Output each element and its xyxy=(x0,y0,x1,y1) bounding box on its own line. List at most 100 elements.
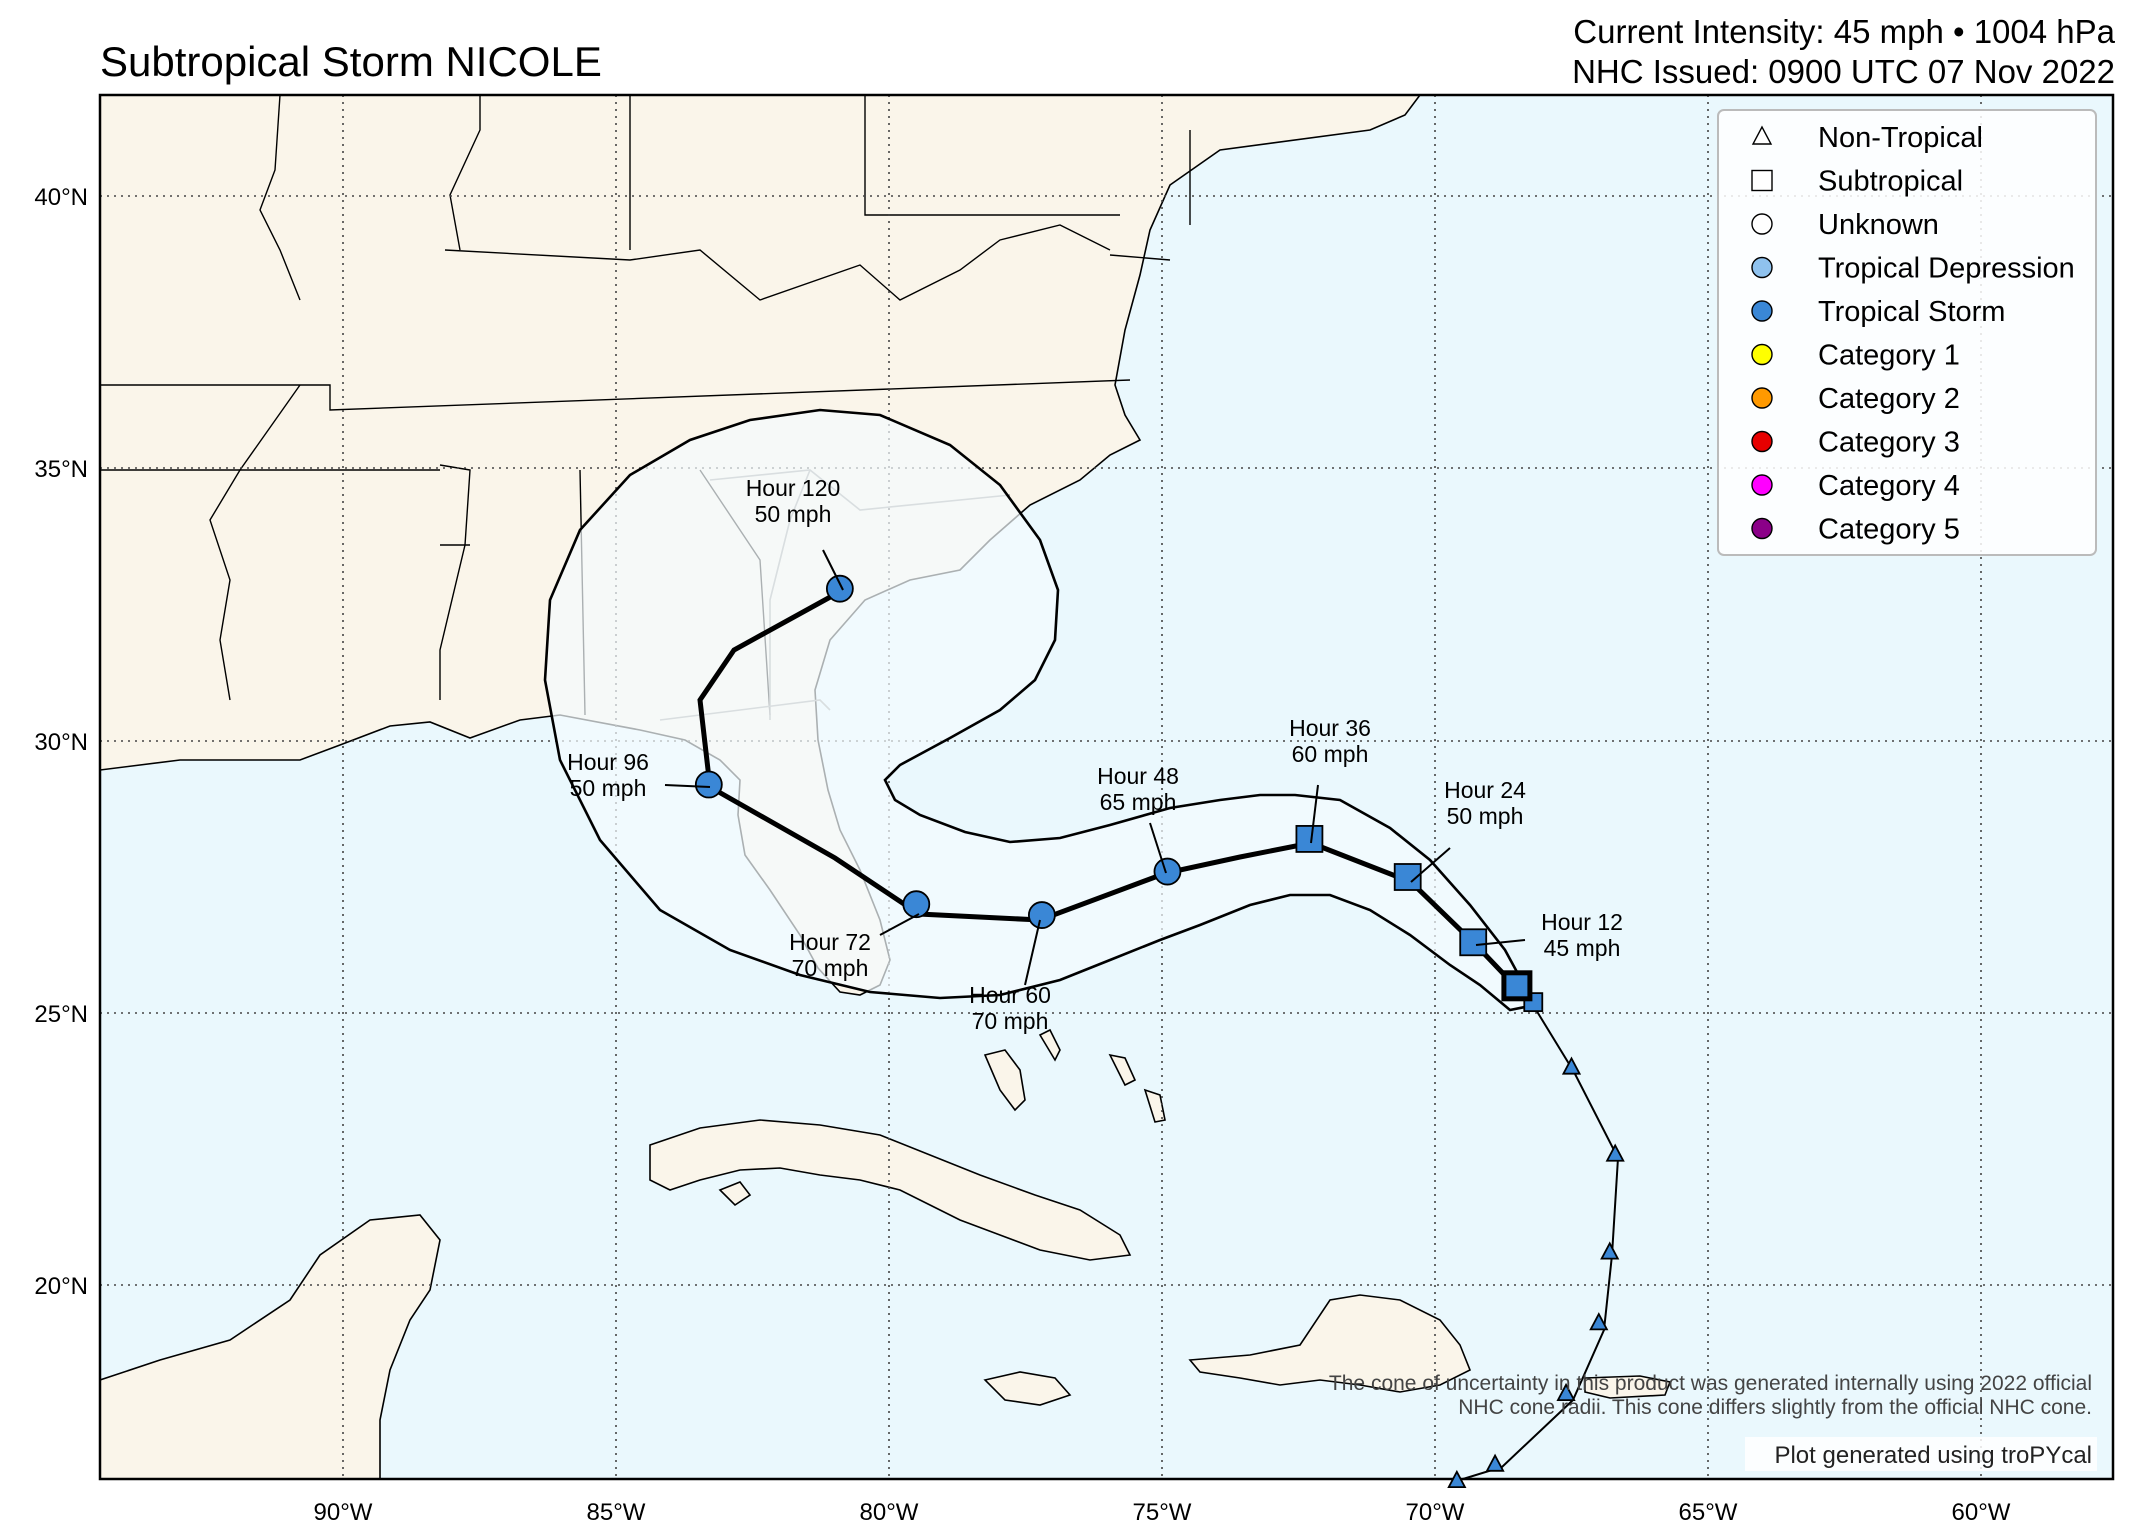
forecast-point xyxy=(902,890,931,919)
notes: The cone of uncertainty in this product … xyxy=(1329,1372,2097,1471)
past-track-point xyxy=(1600,1241,1620,1260)
cone-note-line2: NHC cone radii. This cone differs slight… xyxy=(1458,1396,2092,1419)
lon-tick: 90°W xyxy=(314,1499,373,1526)
cuba-isle xyxy=(718,1181,752,1207)
longitude-ticks: 90°W 85°W 80°W 75°W 70°W 65°W 60°W xyxy=(314,1499,2011,1526)
legend-marker xyxy=(1751,213,1773,235)
forecast-label-text: Hour 12 45 mph Hour 24 50 mph Hour 36 60… xyxy=(567,475,1623,1034)
lat-tick: 25°N xyxy=(34,1001,88,1028)
lon-tick: 85°W xyxy=(587,1499,646,1526)
forecast-point xyxy=(825,574,854,603)
legend: Non-Tropical Subtropical Unknown Tropical D… xyxy=(1717,109,2097,556)
legend-marker xyxy=(1751,430,1773,453)
puerto-rico xyxy=(1584,1375,1672,1399)
lat-tick: 30°N xyxy=(34,729,88,756)
cone-of-uncertainty xyxy=(543,408,1537,1012)
past-track-point xyxy=(1447,1469,1467,1489)
legend-marker xyxy=(1751,169,1773,192)
forecast-point xyxy=(1153,857,1182,886)
lon-tick: 60°W xyxy=(1952,1499,2011,1526)
lat-tick: 40°N xyxy=(34,184,88,211)
forecast-labels xyxy=(664,549,1526,986)
forecast-point xyxy=(1459,928,1488,957)
leader-line xyxy=(1149,822,1167,874)
latitude-ticks: 40°N 35°N 30°N 25°N 20°N xyxy=(34,184,88,1300)
past-track-point xyxy=(1605,1143,1625,1162)
leader-line xyxy=(822,549,844,591)
forecast-markers xyxy=(694,574,1488,957)
forecast-hour-label: Hour 72 xyxy=(789,929,871,955)
forecast-wind-label: 70 mph xyxy=(792,955,869,981)
cone-note-line1: The cone of uncertainty in this product … xyxy=(1329,1372,2092,1395)
legend-label: Category 4 xyxy=(1818,470,1960,502)
leader-line xyxy=(664,784,711,788)
leader-line xyxy=(1310,784,1319,844)
legend-label: Category 3 xyxy=(1818,427,1960,459)
forecast-hour-label: Hour 12 xyxy=(1541,909,1623,935)
forecast-wind-label: 50 mph xyxy=(1447,803,1524,829)
cuba xyxy=(649,1119,1132,1261)
forecast-hour-label: Hour 96 xyxy=(567,749,649,775)
legend-label: Tropical Depression xyxy=(1818,253,2075,285)
past-track-markers xyxy=(1447,970,1625,1489)
forecast-hour-label: Hour 120 xyxy=(746,475,841,501)
leader-line xyxy=(1024,919,1041,986)
forecast-point xyxy=(1027,901,1056,929)
leader-line xyxy=(1475,939,1526,946)
bahamas-3 xyxy=(1108,1053,1137,1087)
storm-info: Current Intensity: 45 mph • 1004 hPa NHC… xyxy=(1572,12,2115,92)
past-track-point xyxy=(1485,1453,1505,1472)
forecast-wind-label: 65 mph xyxy=(1100,789,1177,815)
lon-tick: 70°W xyxy=(1406,1499,1465,1526)
forecast-hour-label: Hour 60 xyxy=(969,982,1051,1008)
legend-marker xyxy=(1751,474,1773,496)
bahamas-2 xyxy=(1038,1028,1061,1062)
forecast-hour-label: Hour 48 xyxy=(1097,763,1179,789)
legend-label: Category 1 xyxy=(1818,340,1960,372)
leader-line xyxy=(879,913,920,936)
yucatan xyxy=(100,1214,441,1479)
legend-label: Category 5 xyxy=(1818,514,1960,546)
credit-box xyxy=(1745,1437,2097,1471)
forecast-wind-label: 60 mph xyxy=(1292,741,1369,767)
forecast-point xyxy=(1295,825,1324,853)
forecast-hour-label: Hour 24 xyxy=(1444,777,1526,803)
jamaica xyxy=(983,1371,1072,1406)
forecast-wind-label: 45 mph xyxy=(1544,935,1621,961)
past-track-point xyxy=(1561,1056,1582,1075)
map-frame xyxy=(98,93,2115,1481)
legend-label: Unknown xyxy=(1818,209,1939,241)
legend-label: Category 2 xyxy=(1818,383,1960,415)
bahamas-1 xyxy=(983,1049,1026,1112)
legend-marker xyxy=(1751,343,1773,366)
bahamas-4 xyxy=(1143,1088,1166,1123)
hispaniola xyxy=(1188,1294,1472,1393)
past-track-line xyxy=(1462,999,1620,1479)
forecast-wind-label: 50 mph xyxy=(570,775,647,801)
legend-label: Non-Tropical xyxy=(1818,122,1983,154)
lat-tick: 35°N xyxy=(34,456,88,483)
credit: Plot generated using troPYcal xyxy=(1774,1442,2092,1469)
legend-marker xyxy=(1751,125,1773,145)
map-title: Subtropical Storm NICOLE xyxy=(100,38,602,85)
current-intensity: Current Intensity: 45 mph • 1004 hPa xyxy=(1573,13,2115,50)
past-track-point xyxy=(1556,1382,1576,1401)
legend-marker xyxy=(1751,387,1773,409)
nhc-issued: NHC Issued: 0900 UTC 07 Nov 2022 xyxy=(1572,53,2115,90)
lat-tick: 20°N xyxy=(34,1273,88,1300)
leader-line xyxy=(1410,847,1451,883)
forecast-point xyxy=(694,770,723,799)
legend-box xyxy=(1717,109,2097,556)
lon-tick: 75°W xyxy=(1133,1499,1192,1526)
forecast-wind-label: 50 mph xyxy=(755,501,832,527)
forecast-hour-label: Hour 36 xyxy=(1289,715,1371,741)
lon-tick: 65°W xyxy=(1679,1499,1738,1526)
past-track-point xyxy=(1589,1312,1609,1331)
legend-label: Subtropical xyxy=(1818,166,1963,198)
current-position-marker xyxy=(1501,970,1533,1002)
forecast-wind-label: 70 mph xyxy=(972,1008,1049,1034)
legend-marker xyxy=(1751,300,1773,322)
legend-label: Tropical Storm xyxy=(1818,296,2005,328)
lon-tick: 80°W xyxy=(860,1499,919,1526)
